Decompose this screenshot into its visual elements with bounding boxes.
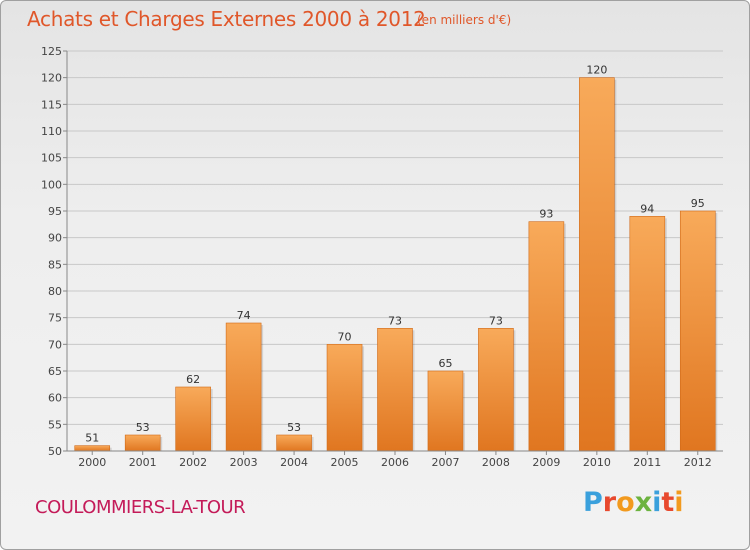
y-tick-label: 50 — [48, 445, 62, 458]
bar — [679, 210, 716, 452]
bar — [74, 445, 111, 452]
chart-title: Achats et Charges Externes 2000 à 2012 — [27, 7, 426, 31]
bar — [175, 386, 211, 452]
data-label: 70 — [338, 330, 352, 343]
proxiti-logo[interactable]: Proxiti — [583, 487, 684, 518]
data-label: 73 — [388, 314, 402, 327]
y-tick-label: 80 — [48, 285, 62, 298]
data-label: 53 — [136, 421, 150, 434]
x-tick-label: 2007 — [431, 456, 459, 469]
data-label: 62 — [186, 373, 200, 386]
bar — [377, 328, 413, 452]
x-tick-label: 2008 — [482, 456, 510, 469]
bar — [124, 434, 161, 452]
chart-unit: (en milliers d'€) — [417, 13, 512, 27]
y-tick-label: 65 — [48, 365, 62, 378]
data-label: 94 — [640, 202, 654, 215]
data-label: 74 — [237, 309, 251, 322]
y-tick-label: 95 — [48, 205, 62, 218]
logo-letter: t — [661, 487, 675, 518]
data-label: 53 — [287, 421, 301, 434]
y-tick-label: 85 — [48, 258, 62, 271]
axes: 50 55 60 65 70 75 80 85 90 95 100 105 110 115 120 125 20… — [41, 45, 723, 469]
x-tick-label: 2004 — [280, 456, 308, 469]
y-tick-label: 105 — [41, 152, 62, 165]
x-tick-label: 2009 — [532, 456, 560, 469]
y-tick-label: 115 — [41, 98, 62, 111]
y-tick-label: 70 — [48, 338, 62, 351]
data-label: 120 — [586, 64, 607, 77]
y-tick-label: 75 — [48, 312, 62, 325]
logo-letter: x — [634, 487, 653, 518]
x-tick-label: 2003 — [230, 456, 258, 469]
data-label: 95 — [691, 197, 705, 210]
bar — [427, 370, 464, 452]
bar — [478, 328, 514, 452]
x-tick-label: 2002 — [179, 456, 207, 469]
data-label: 73 — [489, 314, 503, 327]
data-label: 93 — [539, 208, 553, 221]
x-tick-label: 2012 — [684, 456, 712, 469]
bar — [528, 221, 565, 452]
y-tick-label: 60 — [48, 392, 62, 405]
logo-letter: i — [652, 487, 662, 518]
logo-letter: r — [602, 487, 617, 518]
x-tick-label: 2006 — [381, 456, 409, 469]
x-tick-label: 2000 — [78, 456, 106, 469]
y-tick-label: 120 — [41, 72, 62, 85]
x-tick-label: 2011 — [633, 456, 661, 469]
data-label: 65 — [438, 357, 452, 370]
bar — [225, 322, 262, 452]
town-name: COULOMMIERS-LA-TOUR — [35, 497, 246, 518]
data-label: 51 — [85, 432, 99, 445]
x-tick-label: 2001 — [129, 456, 157, 469]
x-tick-label: 2005 — [331, 456, 359, 469]
y-tick-label: 110 — [41, 125, 62, 138]
bar — [326, 344, 363, 452]
logo-letter: o — [616, 487, 635, 518]
bar — [579, 77, 615, 452]
y-tick-label: 125 — [41, 45, 62, 58]
bars: 51 53 62 74 53 70 73 65 73 93 120 94 95 — [74, 64, 718, 452]
logo-letter: P — [583, 487, 603, 518]
bar — [276, 434, 312, 452]
y-tick-label: 90 — [48, 232, 62, 245]
bar — [629, 216, 666, 452]
logo-letter: i — [674, 487, 684, 518]
x-tick-label: 2010 — [583, 456, 611, 469]
y-tick-label: 100 — [41, 178, 62, 191]
y-tick-label: 55 — [48, 418, 62, 431]
